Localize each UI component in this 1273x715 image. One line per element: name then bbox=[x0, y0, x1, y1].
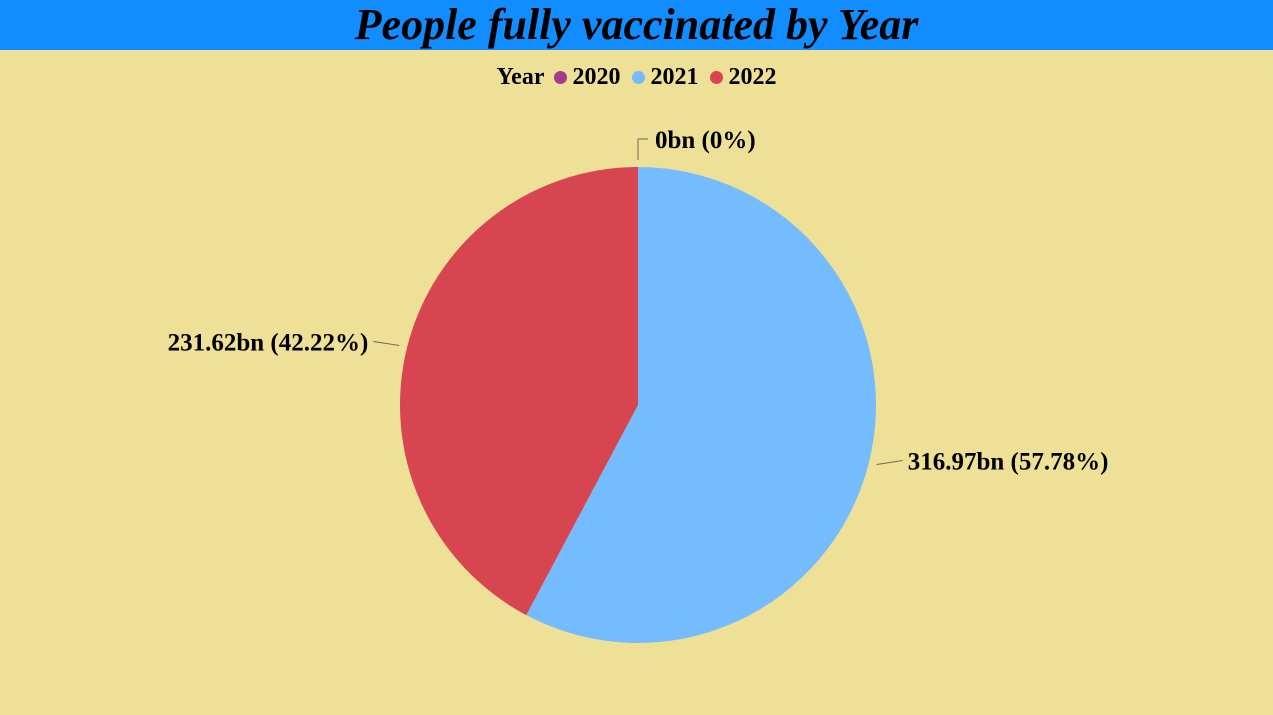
legend-item-2020[interactable]: 2020 bbox=[554, 64, 620, 91]
pie-slice-2021[interactable] bbox=[526, 167, 877, 643]
pie-slice-2022[interactable] bbox=[400, 167, 638, 616]
leader-line-2021 bbox=[876, 460, 903, 466]
data-label-2021: 316.97bn (57.78%) bbox=[908, 449, 1109, 476]
legend: Year 2020 2021 2022 bbox=[0, 62, 1273, 92]
data-label-group-2020: 0bn (0%) bbox=[637, 127, 756, 160]
data-label-group-2022: 231.62bn (42.22%) bbox=[168, 329, 400, 356]
leader-line-2020 bbox=[637, 138, 648, 160]
legend-marker-2021 bbox=[632, 70, 646, 84]
legend-marker-2020 bbox=[554, 70, 568, 84]
legend-item-2022[interactable]: 2022 bbox=[710, 64, 776, 91]
legend-label-2020: 2020 bbox=[572, 63, 621, 90]
legend-label-2022: 2022 bbox=[728, 63, 777, 90]
legend-marker-2022 bbox=[710, 70, 724, 84]
legend-title: Year bbox=[496, 63, 545, 90]
legend-item-2021[interactable]: 2021 bbox=[632, 64, 698, 91]
data-label-2020: 0bn (0%) bbox=[655, 127, 756, 154]
legend-label-2021: 2021 bbox=[650, 63, 699, 90]
data-label-2022: 231.62bn (42.22%) bbox=[168, 329, 369, 356]
leader-line-2022 bbox=[373, 340, 400, 346]
data-label-group-2021: 316.97bn (57.78%) bbox=[876, 449, 1109, 476]
title-bar bbox=[0, 0, 1273, 50]
chart-title: People fully vaccinated by Year bbox=[354, 0, 919, 49]
